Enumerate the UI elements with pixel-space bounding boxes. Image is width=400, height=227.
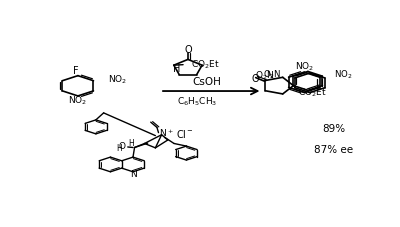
Text: O: O [119, 142, 126, 151]
Text: C$_6$H$_5$CH$_3$: C$_6$H$_5$CH$_3$ [177, 95, 218, 108]
Text: H: H [173, 64, 180, 74]
Text: CO$_2$Et: CO$_2$Et [190, 58, 219, 71]
Text: 89%: 89% [322, 124, 345, 134]
Text: NO$_2$: NO$_2$ [334, 68, 353, 81]
Text: N$^+$: N$^+$ [159, 128, 174, 139]
Text: CsOH: CsOH [192, 77, 221, 87]
Text: NO$_2$: NO$_2$ [295, 61, 314, 73]
Text: Cl$^-$: Cl$^-$ [176, 128, 194, 140]
Text: N: N [130, 170, 137, 179]
Text: H: H [116, 144, 122, 153]
Text: NO$_2$: NO$_2$ [68, 95, 87, 107]
Text: H: H [128, 140, 134, 148]
Text: O$_2$N: O$_2$N [263, 68, 282, 81]
Text: F: F [73, 66, 78, 76]
Text: O: O [184, 45, 192, 55]
Text: O: O [252, 74, 260, 84]
Text: CO$_2$Et: CO$_2$Et [298, 86, 327, 99]
Text: O$_2$N: O$_2$N [255, 70, 275, 82]
Text: 87% ee: 87% ee [314, 145, 353, 155]
Text: NO$_2$: NO$_2$ [108, 73, 128, 86]
